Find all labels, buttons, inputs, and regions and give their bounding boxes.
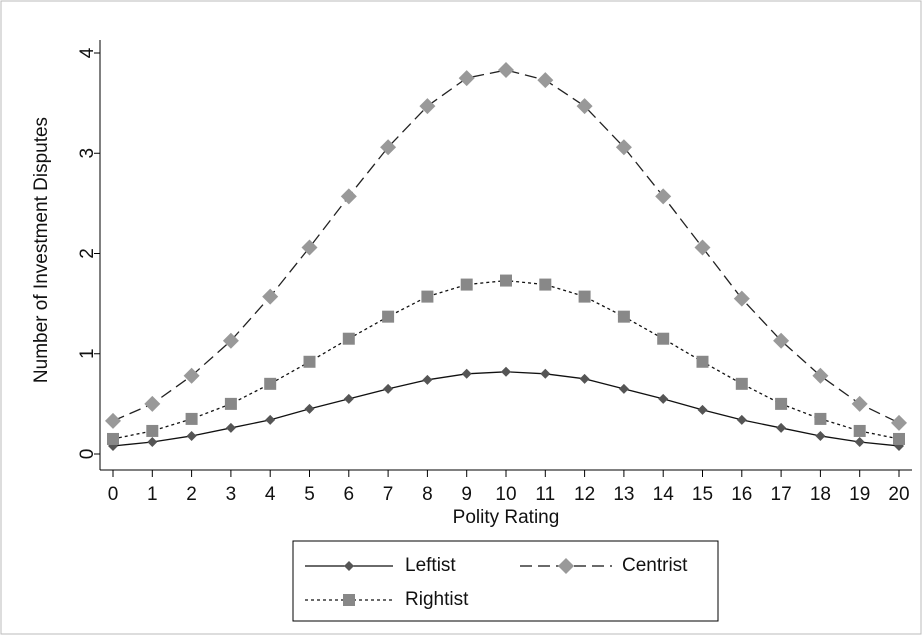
x-axis-label: Polity Rating — [453, 507, 560, 528]
y-tick-label: 4 — [77, 47, 98, 58]
y-axis-label: Number of Investment Disputes — [31, 117, 52, 383]
x-tick-label: 7 — [383, 484, 394, 505]
point — [419, 98, 436, 115]
point — [658, 393, 669, 404]
point — [736, 414, 747, 425]
point — [342, 332, 355, 345]
point — [694, 239, 711, 256]
point — [501, 366, 511, 377]
point — [340, 188, 357, 205]
y-tick-label: 2 — [77, 248, 98, 259]
point — [540, 368, 551, 379]
legend-label: Rightist — [405, 589, 469, 610]
point — [576, 98, 593, 115]
x-tick-label: 13 — [613, 484, 634, 505]
point — [733, 290, 750, 307]
legend-marker — [558, 558, 574, 574]
legend-label: Leftist — [405, 555, 456, 576]
point — [183, 367, 200, 384]
point — [304, 403, 315, 414]
point — [383, 383, 394, 394]
point — [421, 290, 434, 303]
x-tick-label: 8 — [422, 484, 433, 505]
point — [147, 436, 158, 447]
point — [697, 404, 708, 415]
point — [105, 412, 121, 429]
point — [815, 430, 826, 441]
point — [265, 414, 276, 425]
x-tick-label: 3 — [226, 484, 237, 505]
point — [696, 355, 709, 368]
series-line — [112, 69, 900, 424]
x-tick-label: 19 — [849, 484, 870, 505]
point — [539, 278, 552, 291]
y-tick-label: 1 — [77, 348, 98, 359]
point — [853, 424, 866, 437]
x-tick-label: 15 — [692, 484, 713, 505]
x-tick-label: 12 — [574, 484, 595, 505]
point — [382, 310, 395, 323]
legend — [292, 540, 719, 622]
x-tick-label: 10 — [495, 484, 516, 505]
point — [146, 424, 159, 437]
legend-marker — [344, 561, 354, 571]
point — [500, 274, 512, 287]
point — [224, 397, 237, 410]
point — [775, 397, 788, 410]
point — [891, 414, 907, 431]
point — [460, 278, 473, 291]
point — [225, 422, 236, 433]
point — [380, 139, 397, 156]
point — [655, 188, 672, 205]
point — [107, 432, 119, 445]
point — [422, 374, 433, 385]
point — [222, 332, 239, 349]
point — [262, 288, 279, 305]
point — [893, 432, 905, 445]
point — [301, 239, 318, 256]
legend-label: Centrist — [622, 555, 688, 576]
point — [776, 422, 787, 433]
x-tick-label: 4 — [265, 484, 276, 505]
x-tick-label: 20 — [888, 484, 909, 505]
x-tick-label: 1 — [147, 484, 158, 505]
point — [578, 290, 591, 303]
point — [144, 395, 161, 412]
point — [185, 412, 198, 425]
point — [343, 393, 354, 404]
x-tick-label: 9 — [461, 484, 472, 505]
point — [537, 72, 554, 89]
x-tick-label: 5 — [304, 484, 315, 505]
point — [458, 70, 475, 87]
point — [735, 377, 748, 390]
x-tick-label: 2 — [186, 484, 197, 505]
y-tick-label: 3 — [77, 148, 98, 159]
point — [617, 310, 630, 323]
point — [498, 62, 514, 79]
x-tick-label: 17 — [771, 484, 792, 505]
point — [264, 377, 277, 390]
y-tick-label: 0 — [77, 449, 98, 460]
point — [618, 383, 629, 394]
legend-marker — [343, 594, 355, 606]
x-tick-label: 11 — [535, 484, 555, 505]
point — [461, 368, 472, 379]
x-tick-label: 6 — [344, 484, 355, 505]
x-tick-label: 18 — [810, 484, 831, 505]
point — [854, 436, 865, 447]
point — [773, 332, 790, 349]
x-tick-label: 0 — [108, 484, 119, 505]
point — [579, 373, 590, 384]
point — [812, 367, 829, 384]
point — [615, 139, 632, 156]
point — [814, 412, 827, 425]
point — [303, 355, 316, 368]
x-tick-label: 14 — [653, 484, 675, 505]
point — [851, 395, 868, 412]
point — [657, 332, 670, 345]
point — [186, 430, 197, 441]
x-tick-label: 16 — [731, 484, 752, 505]
